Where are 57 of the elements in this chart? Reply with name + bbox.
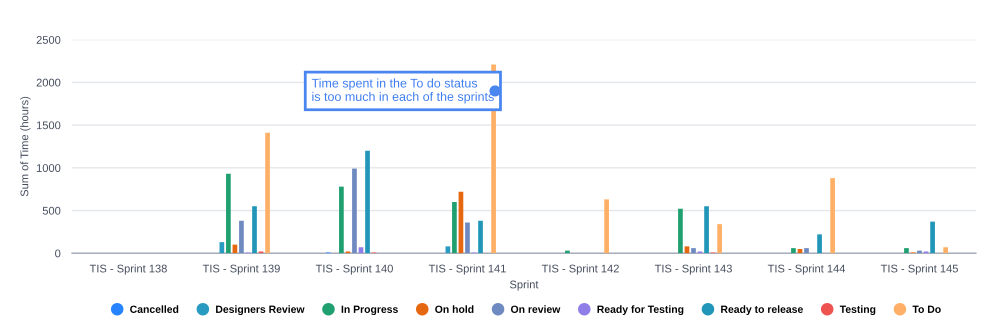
bar bbox=[791, 248, 796, 254]
bar bbox=[943, 247, 948, 254]
legend-label: Ready to release bbox=[721, 305, 803, 315]
annotation: Time spent in the To do status is too much in each of the sprints bbox=[312, 78, 494, 104]
legend-label: To Do bbox=[912, 306, 941, 313]
y-tick-label: 1500 bbox=[36, 121, 60, 130]
bar bbox=[239, 220, 244, 254]
bar bbox=[358, 247, 364, 254]
y-tick-label: 0 bbox=[55, 249, 60, 258]
legend-label: Ready for Testing bbox=[597, 305, 684, 316]
bar bbox=[226, 174, 231, 254]
bar bbox=[691, 248, 696, 254]
bar bbox=[817, 234, 822, 254]
bar bbox=[232, 244, 238, 254]
legend-label: Designers Review bbox=[216, 305, 305, 316]
bar bbox=[717, 224, 722, 254]
x-tick-label: TIS - Sprint 141 bbox=[428, 264, 506, 275]
bar bbox=[465, 222, 470, 254]
bar bbox=[458, 192, 464, 254]
bar bbox=[804, 248, 809, 254]
bar bbox=[904, 248, 909, 254]
bar bbox=[704, 206, 709, 254]
legend-label: Testing bbox=[840, 305, 876, 316]
bar bbox=[265, 132, 270, 254]
y-tick-label: 2500 bbox=[36, 36, 60, 44]
bar bbox=[565, 250, 570, 254]
y-tick-label: 2000 bbox=[36, 78, 60, 87]
bar bbox=[352, 168, 357, 254]
bar bbox=[339, 186, 344, 254]
x-tick-label: TIS - Sprint 145 bbox=[880, 264, 958, 275]
legend-label: Cancelled bbox=[130, 305, 178, 313]
bar bbox=[604, 199, 609, 254]
x-tick-label: TIS - Sprint 139 bbox=[202, 264, 280, 275]
bar bbox=[930, 222, 935, 254]
bar bbox=[917, 250, 922, 254]
y-tick-label: 1000 bbox=[36, 164, 60, 172]
bar bbox=[478, 220, 483, 254]
legend-label: In Progress bbox=[342, 306, 398, 316]
bar bbox=[446, 246, 450, 254]
y-axis-title: Sum of Time (hours) bbox=[20, 96, 31, 196]
legend-label: On hold bbox=[435, 305, 474, 313]
x-tick-label: TIS - Sprint 140 bbox=[316, 264, 393, 275]
bar bbox=[252, 206, 257, 254]
x-tick-label: TIS - Sprint 143 bbox=[654, 264, 732, 275]
bar bbox=[452, 202, 457, 254]
bar bbox=[798, 248, 802, 254]
x-axis-title: Sprint bbox=[510, 280, 538, 291]
x-tick-label: TIS - Sprint 138 bbox=[90, 264, 167, 275]
bar bbox=[220, 242, 224, 254]
bar bbox=[365, 150, 370, 254]
bar bbox=[830, 178, 835, 254]
legend-label: On review bbox=[510, 305, 560, 313]
bar bbox=[684, 246, 690, 254]
x-tick-label: TIS - Sprint 142 bbox=[542, 264, 619, 275]
x-tick-label: TIS - Sprint 144 bbox=[768, 264, 846, 275]
bar bbox=[678, 208, 683, 254]
y-tick-label: 500 bbox=[42, 206, 60, 215]
